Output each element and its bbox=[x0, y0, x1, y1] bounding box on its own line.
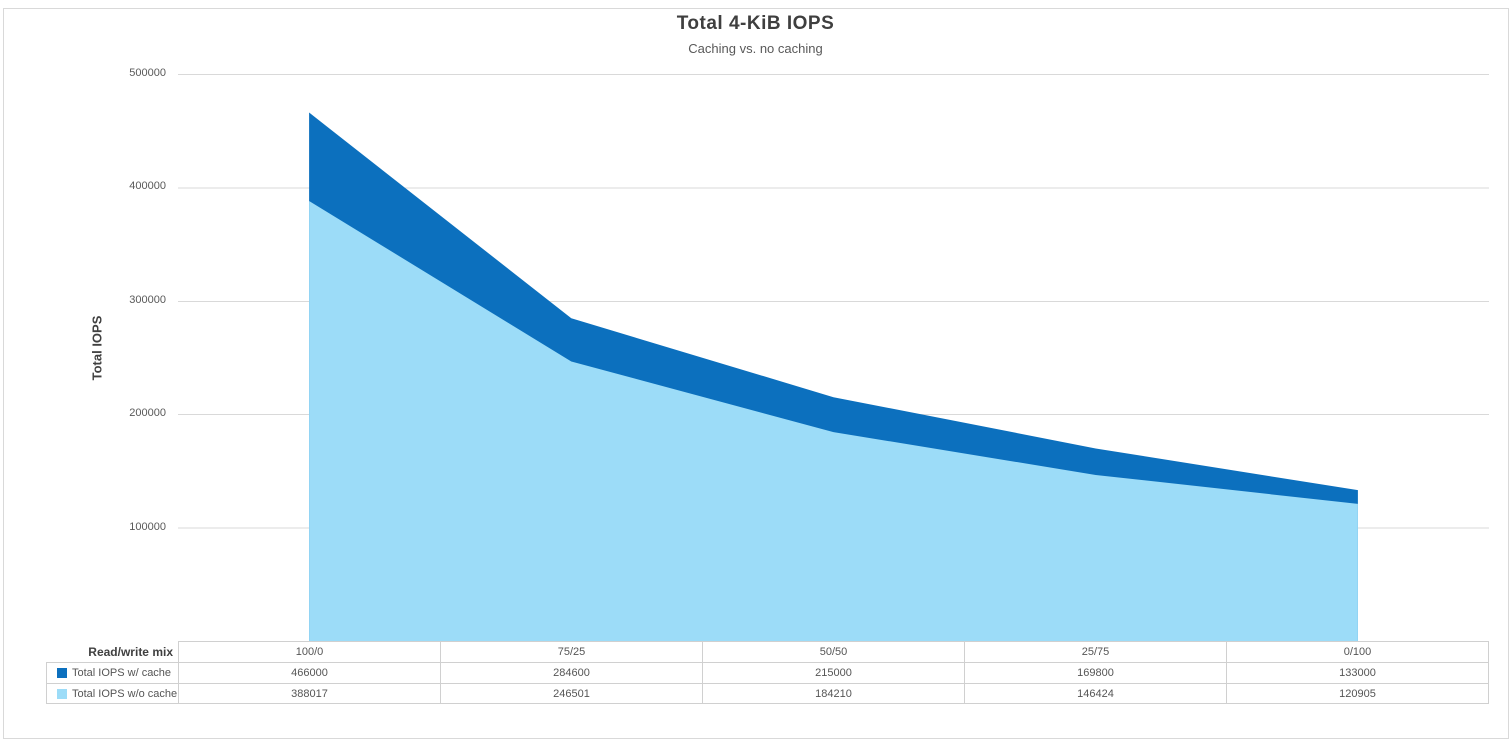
table-cell: 388017 bbox=[178, 683, 440, 704]
table-row-categories: Read/write mix 100/0 75/25 50/50 25/75 0/100 bbox=[46, 641, 1489, 662]
table-column-header: 75/25 bbox=[440, 641, 702, 662]
table-row-label: Total IOPS w/o cache bbox=[46, 683, 178, 704]
series-name-label: Total IOPS w/o cache bbox=[72, 687, 178, 700]
table-column-header: 0/100 bbox=[1226, 641, 1489, 662]
table-cell: 169800 bbox=[964, 662, 1226, 683]
legend-key-total-iops-w-o-cache bbox=[57, 688, 67, 699]
area-series-total-iops-w-o-cache bbox=[309, 200, 1358, 641]
y-axis-tick-label: 100000 bbox=[129, 520, 166, 533]
table-row-total-iops-w-cache: Total IOPS w/ cache 466000 284600 215000 169… bbox=[46, 662, 1489, 683]
table-column-header: 100/0 bbox=[178, 641, 440, 662]
chart-data-table: Read/write mix 100/0 75/25 50/50 25/75 0/100 T… bbox=[46, 641, 1489, 704]
table-cell: 284600 bbox=[440, 662, 702, 683]
table-row-label: Total IOPS w/ cache bbox=[46, 662, 178, 683]
y-axis-tick-label: 500000 bbox=[129, 67, 166, 79]
chart-title: Total 4-KiB IOPS bbox=[676, 13, 835, 34]
legend-key-total-iops-w-cache bbox=[57, 668, 67, 678]
y-axis-title: Total IOPS bbox=[89, 315, 105, 381]
y-axis-tick-label: 300000 bbox=[129, 293, 166, 306]
table-cell: 120905 bbox=[1226, 683, 1489, 704]
table-cell: 246501 bbox=[440, 683, 702, 704]
table-row-total-iops-w-o-cache: Total IOPS w/o cache 388017 246501 184210 14… bbox=[46, 683, 1489, 704]
table-column-header: 50/50 bbox=[702, 641, 964, 662]
chart-subtitle: Caching vs. no caching bbox=[688, 41, 823, 56]
y-axis-tick-label: 200000 bbox=[129, 407, 166, 420]
y-axis-tick-label: 400000 bbox=[129, 180, 166, 193]
table-corner-label: Read/write mix bbox=[88, 644, 173, 659]
series-name-label: Total IOPS w/ cache bbox=[72, 667, 172, 679]
table-cell: 184210 bbox=[702, 683, 964, 704]
table-column-header: 25/75 bbox=[964, 641, 1226, 662]
table-cell: 133000 bbox=[1226, 662, 1489, 683]
table-cell: 146424 bbox=[964, 683, 1226, 704]
plot-area bbox=[178, 74, 1489, 641]
table-cell: 466000 bbox=[178, 662, 440, 683]
table-cell: 215000 bbox=[702, 662, 964, 683]
